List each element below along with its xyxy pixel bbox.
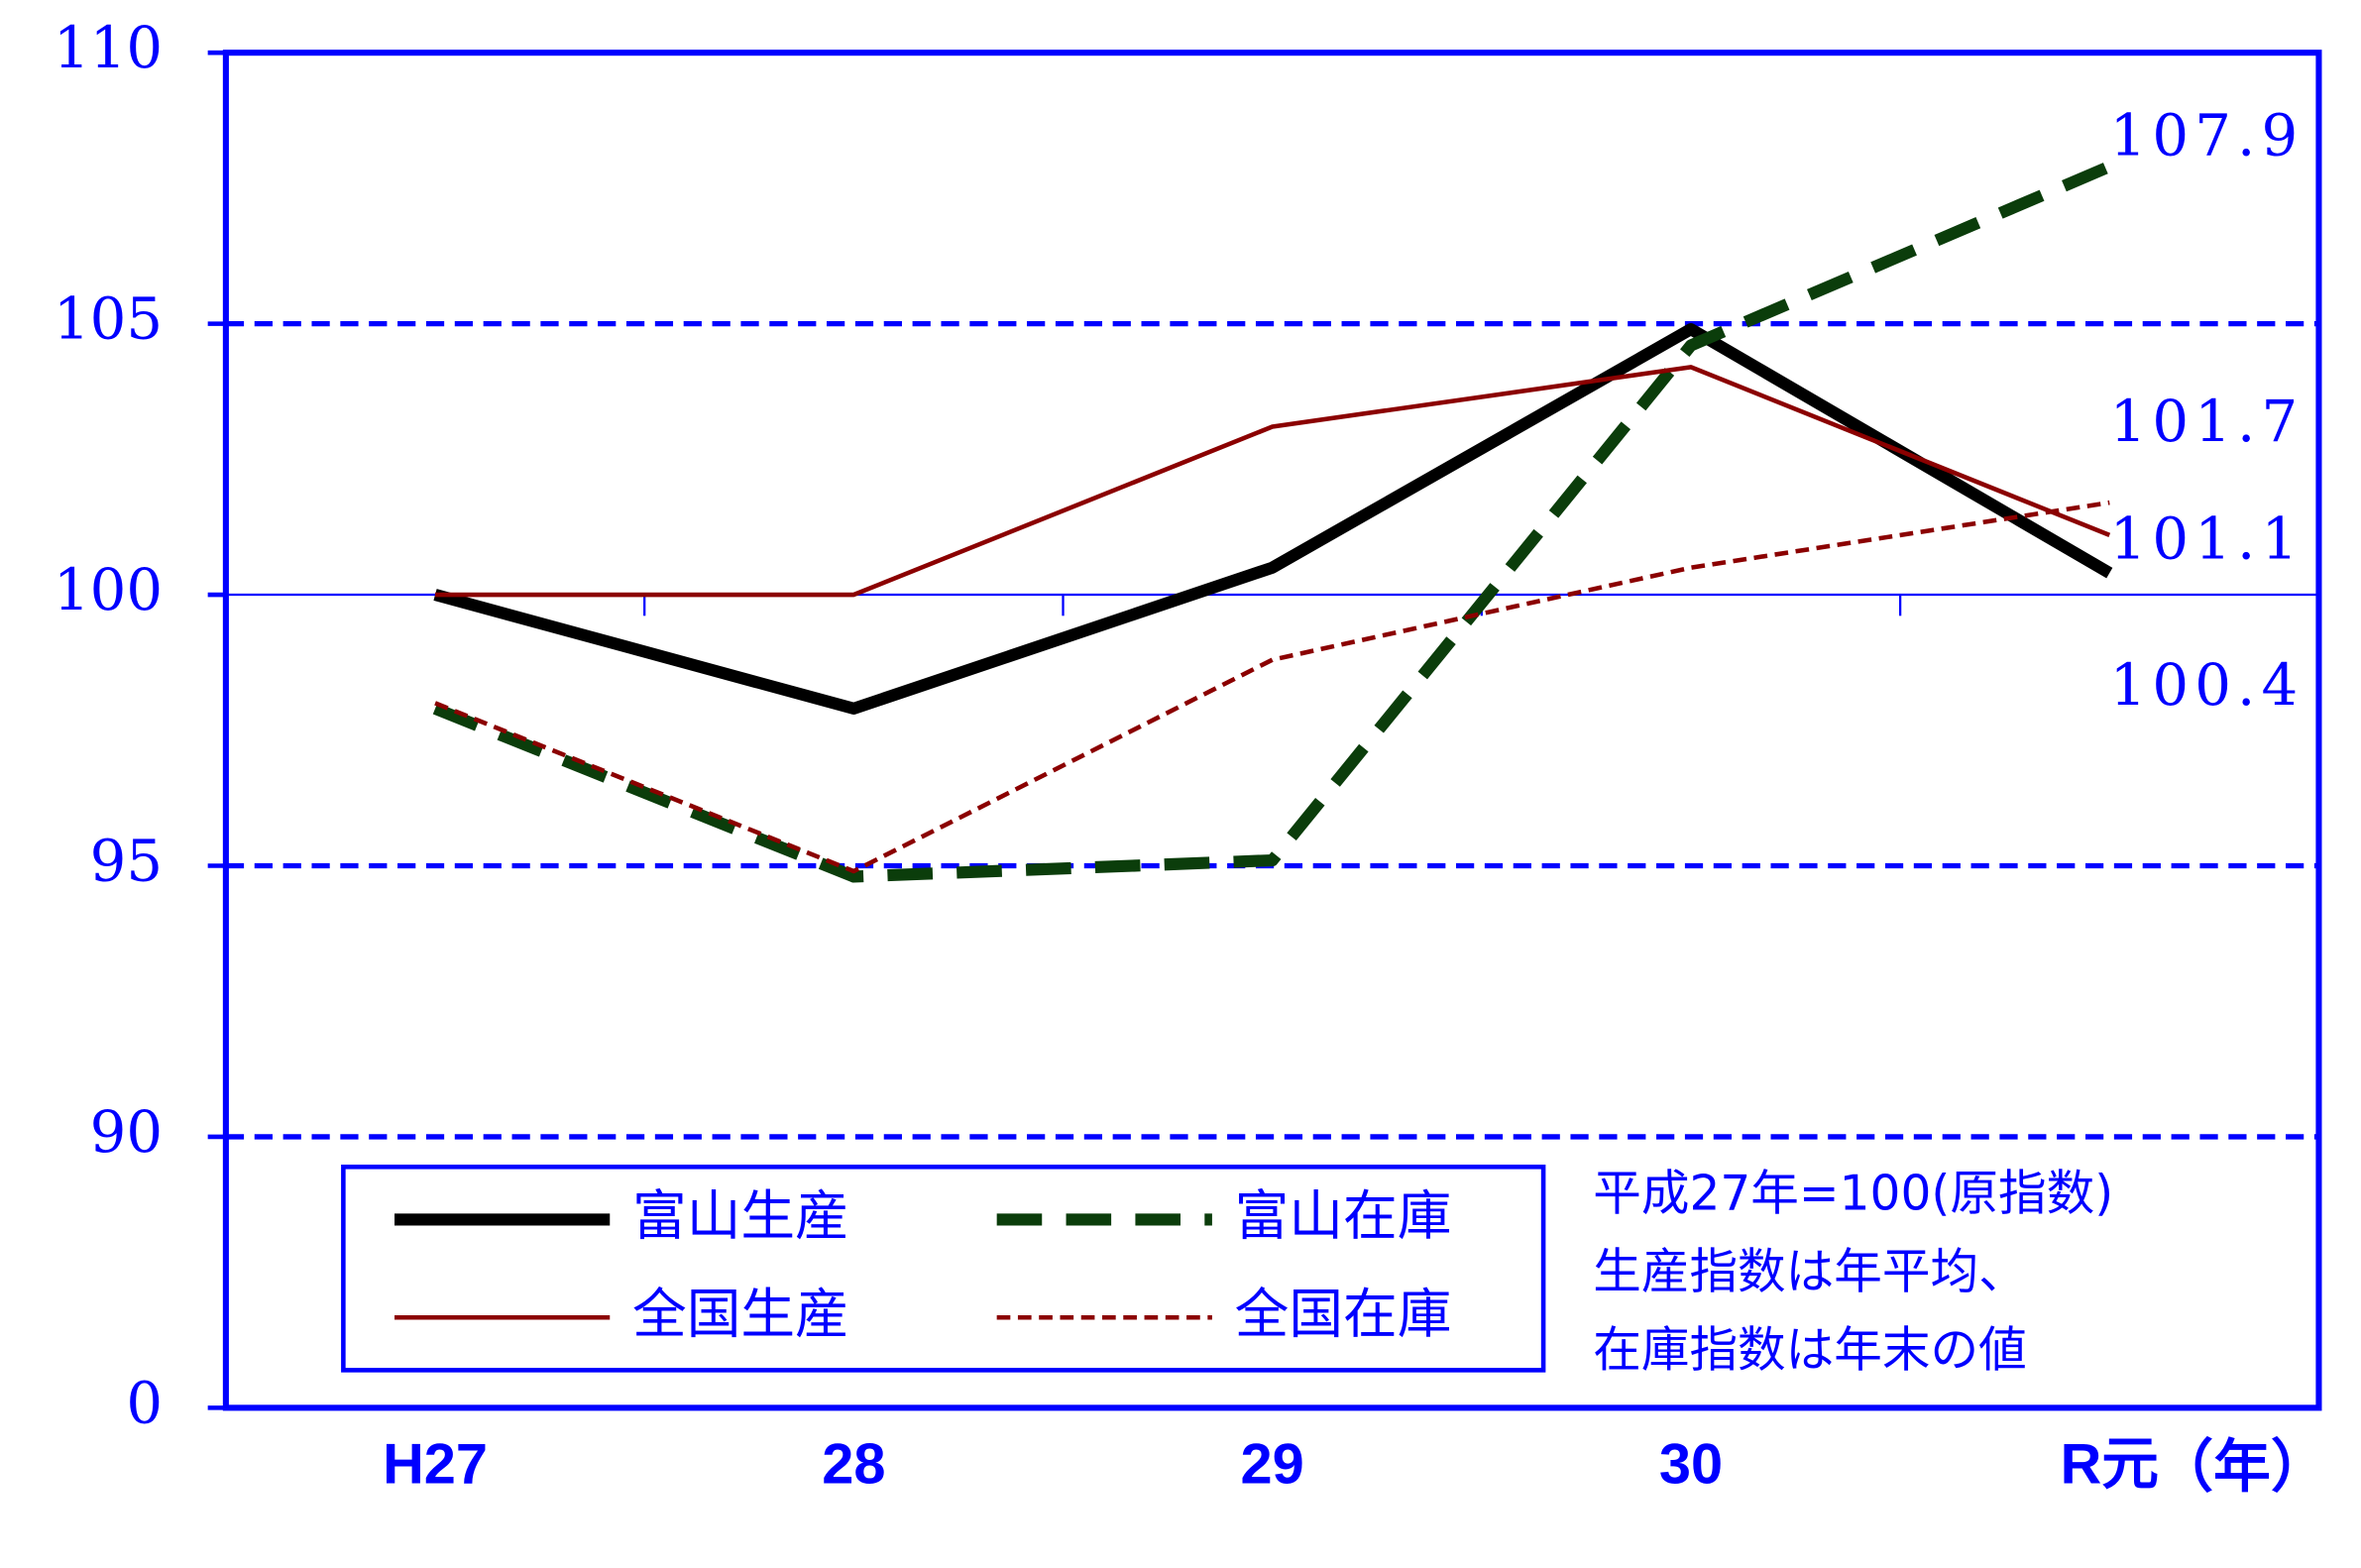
legend-label: 全国在庫 <box>1235 1282 1452 1345</box>
y-tick-label: 95 <box>90 828 163 895</box>
x-tick-label: R元 <box>2061 1432 2159 1496</box>
y-tick-label: 105 <box>54 285 163 353</box>
plot-frame <box>222 50 2322 1411</box>
x-tick-label: 29 <box>1241 1432 1304 1496</box>
note: 生産指数は年平均、 <box>1593 1245 2026 1300</box>
series-line <box>433 323 2113 715</box>
data-label: 107.9 <box>2110 101 2305 168</box>
note: 平成27年=100(原指数) <box>1593 1167 2113 1222</box>
series-line <box>435 365 2111 598</box>
x-tick-label: 30 <box>1659 1432 1723 1496</box>
data-label: 101.1 <box>2110 504 2305 572</box>
y-tick-label: 110 <box>54 14 163 81</box>
legend-box <box>341 1165 1546 1373</box>
y-tick-label: 0 <box>126 1369 163 1436</box>
series-line <box>434 500 2110 874</box>
legend-label: 全国生産 <box>632 1282 849 1345</box>
x-tick-label: H27 <box>383 1432 488 1496</box>
legend-label: 富山生産 <box>632 1184 849 1248</box>
x-axis-label: （年） <box>2156 1434 2327 1499</box>
series-line <box>432 161 2112 883</box>
data-label: 100.4 <box>2110 651 2305 719</box>
y-tick-label: 100 <box>54 556 163 623</box>
y-tick-label: 90 <box>90 1098 163 1166</box>
note: 在庫指数は年末の値 <box>1593 1323 2026 1379</box>
x-tick-label: 28 <box>822 1432 885 1496</box>
legend-label: 富山在庫 <box>1235 1184 1452 1248</box>
data-label: 101.7 <box>2110 388 2305 455</box>
